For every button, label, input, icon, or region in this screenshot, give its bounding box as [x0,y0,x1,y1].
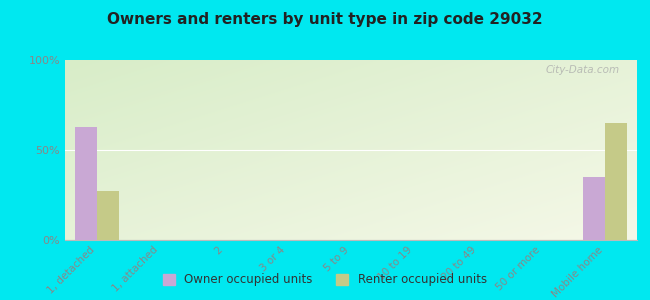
Legend: Owner occupied units, Renter occupied units: Owner occupied units, Renter occupied un… [159,269,491,291]
Text: City-Data.com: City-Data.com [546,65,620,75]
Text: Owners and renters by unit type in zip code 29032: Owners and renters by unit type in zip c… [107,12,543,27]
Bar [583,177,605,240]
Bar [605,123,627,240]
Bar [75,127,97,240]
Bar [97,191,119,240]
